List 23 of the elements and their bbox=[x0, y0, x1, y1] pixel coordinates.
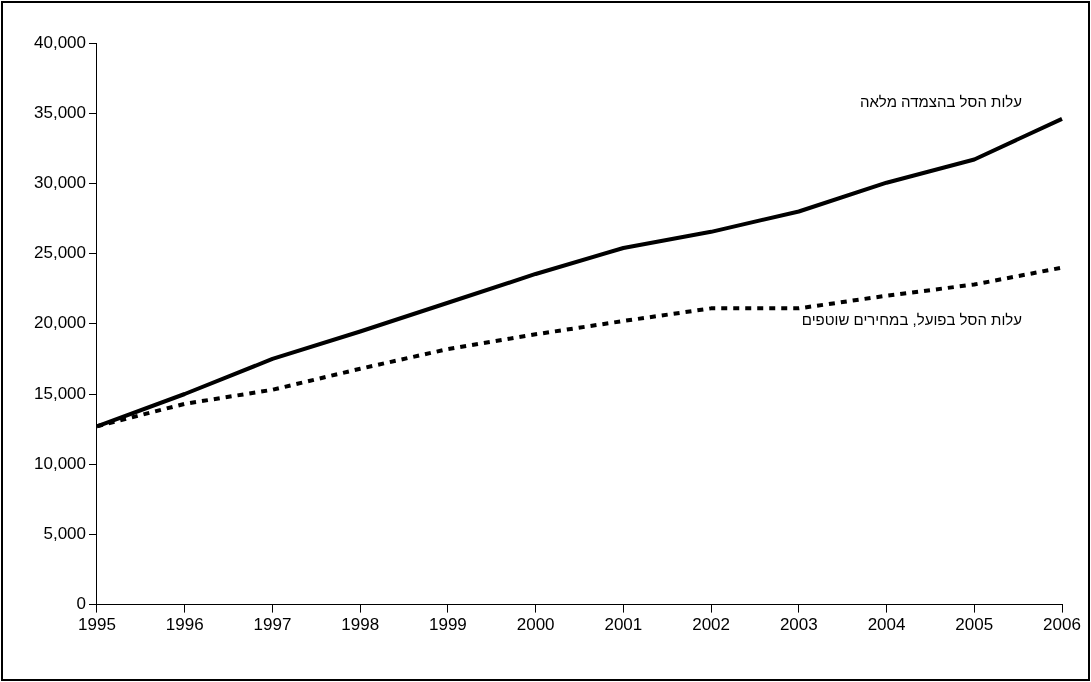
x-tick-label: 1996 bbox=[165, 615, 204, 635]
y-tick-label: 15,000 bbox=[34, 383, 86, 403]
y-tick-label: 0 bbox=[76, 594, 86, 614]
x-tick-label: 2000 bbox=[516, 615, 555, 635]
x-tick-label: 2002 bbox=[692, 615, 730, 635]
x-tick-label: 2003 bbox=[779, 615, 818, 635]
y-tick-label: 20,000 bbox=[34, 313, 86, 333]
series-label: עלות הסל בפועל, במחירים שוטפים bbox=[801, 311, 1022, 329]
x-tick-label: 1997 bbox=[253, 615, 292, 635]
x-tick-label: 1995 bbox=[78, 615, 116, 635]
x-tick-label: 2005 bbox=[955, 615, 994, 635]
y-tick-label: 40,000 bbox=[34, 32, 86, 52]
y-tick-label: 5,000 bbox=[43, 524, 86, 544]
y-tick-label: 30,000 bbox=[34, 173, 86, 193]
y-tick-label: 25,000 bbox=[34, 243, 86, 263]
x-tick-label: 1998 bbox=[341, 615, 380, 635]
x-tick-label: 2001 bbox=[604, 615, 643, 635]
y-tick-label: 35,000 bbox=[34, 102, 86, 122]
series-label: עלות הסל בהצמדה מלאה bbox=[859, 93, 1022, 111]
x-tick-label: 2006 bbox=[1043, 615, 1081, 635]
x-tick-label: 2004 bbox=[867, 615, 906, 635]
x-tick-label: 1999 bbox=[428, 615, 467, 635]
y-tick-label: 10,000 bbox=[34, 453, 86, 473]
